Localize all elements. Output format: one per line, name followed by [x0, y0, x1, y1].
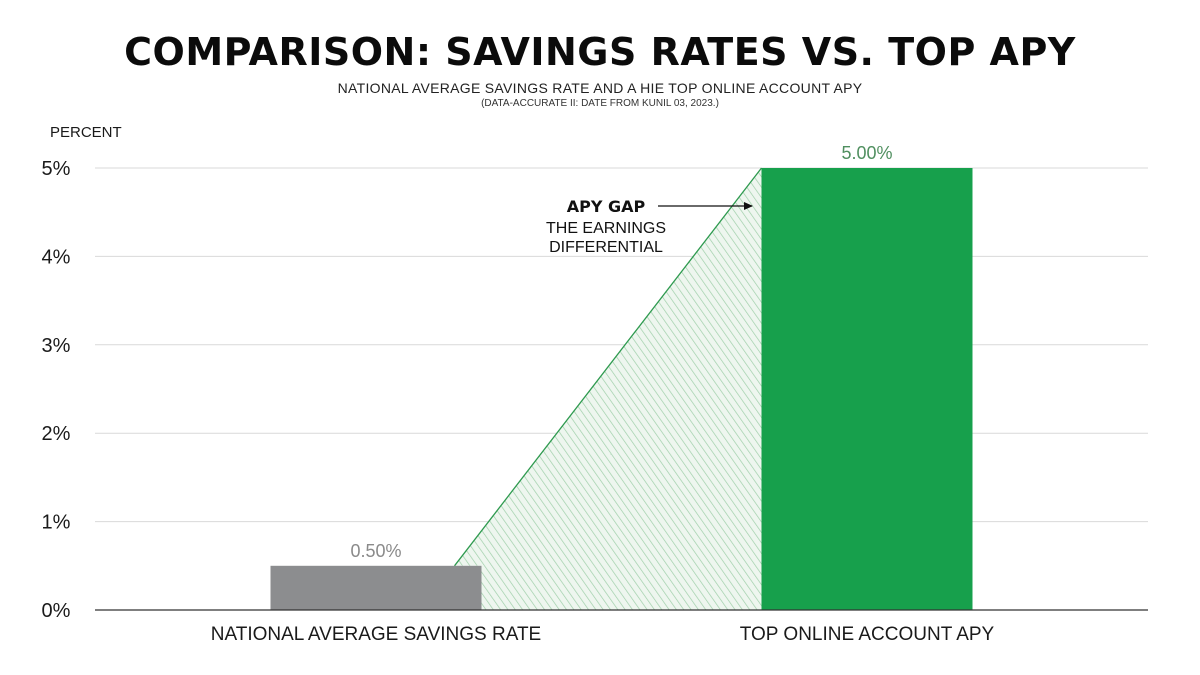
chart-subtitle: NATIONAL AVERAGE SAVINGS RATE AND A HIE …: [337, 80, 863, 96]
x-category-label: TOP ONLINE ACCOUNT APY: [740, 624, 995, 645]
annotation-text: DIFFERENTIAL: [549, 239, 663, 256]
bar-national-average: [270, 565, 482, 610]
labels: 0% 1% 2% 3% 4% 5% PERCENT 0.50% NATIONAL AVERAGE…: [42, 124, 995, 645]
y-tick-label: 3%: [42, 335, 71, 357]
y-tick-label: 0%: [42, 600, 71, 622]
y-tick-label: 2%: [42, 423, 71, 445]
apy-gap-fill: [454, 168, 762, 610]
y-tick-label: 4%: [42, 246, 71, 268]
data-label: 5.00%: [841, 143, 892, 163]
y-tick-label: 1%: [42, 512, 71, 534]
bars: [270, 168, 973, 610]
bar-top-online-apy: [761, 168, 973, 610]
apy-gap-edge: [453, 167, 763, 567]
y-tick-label: 5%: [42, 158, 71, 180]
x-category-label: NATIONAL AVERAGE SAVINGS RATE: [211, 624, 541, 645]
data-label: 0.50%: [350, 541, 401, 561]
annotation-text: THE EARNINGS: [546, 220, 666, 237]
apy-gap-area: [453, 167, 763, 610]
annotation-title: APY GAP: [567, 197, 646, 216]
chart-title: COMPARISON: SAVINGS RATES VS. TOP APY: [124, 30, 1076, 74]
y-axis-title: PERCENT: [50, 124, 122, 141]
chart-note: (DATA-ACCURATE II: DATE FROM KUNIL 03, 2…: [481, 98, 719, 109]
